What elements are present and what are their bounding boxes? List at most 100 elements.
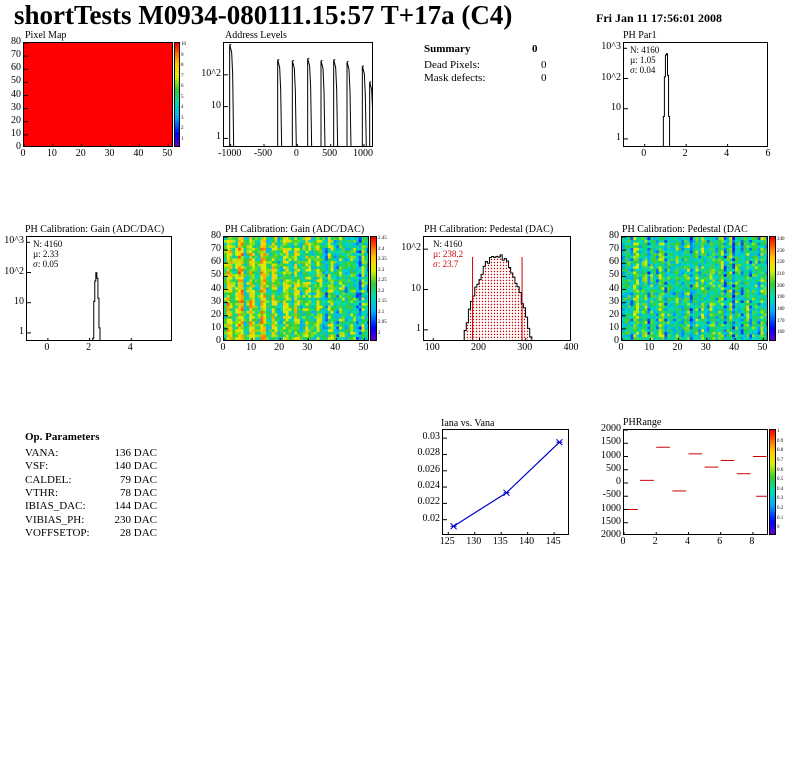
pedestal-map-cell	[726, 281, 730, 285]
iana-vana-y-tick: 0.024	[417, 480, 441, 492]
pedestal-map-cell	[681, 284, 685, 288]
pedestal-map-cell	[687, 323, 691, 327]
gain-map-cell	[235, 258, 239, 262]
pedestal-map-cell	[763, 268, 767, 272]
gain-map-cell	[282, 313, 287, 317]
pedestal-map-cell	[658, 323, 662, 327]
gain-map-cell	[353, 294, 357, 298]
pedestal-map-cell	[760, 281, 764, 285]
address-levels-peak	[278, 59, 280, 61]
pedestal-map-cell	[641, 273, 646, 277]
gain-map-cell	[355, 276, 360, 280]
gain-map-cell	[316, 321, 320, 325]
gain-map-cell	[327, 292, 332, 296]
gain-map-cell	[313, 331, 318, 335]
gain-map-cell	[254, 326, 259, 330]
gain-map-cell	[336, 260, 340, 264]
pedestal-map-cell	[644, 284, 648, 288]
pedestal-map-cell	[633, 247, 637, 251]
gain-map-cell	[361, 328, 365, 332]
pedestal-map-cell	[641, 321, 646, 325]
pedestal-map-cell	[661, 244, 665, 248]
pedestal-map-cell	[624, 242, 629, 246]
gain-map-cell	[238, 300, 242, 304]
gain-map-cell	[243, 315, 247, 319]
pedestal-map-cell	[681, 252, 685, 256]
gain-map-cell	[246, 263, 250, 267]
pedestal-map-cell	[684, 315, 688, 319]
gain-map-cell	[238, 260, 242, 264]
pedestal-map-cell	[653, 250, 657, 254]
gain-map-cell	[226, 326, 231, 330]
gain-map-cell	[302, 284, 306, 288]
gain-map-cell	[266, 328, 270, 332]
pedestal-map-cell	[664, 313, 668, 317]
gain-map-cell	[277, 331, 281, 335]
pedestal-map-cell	[723, 289, 727, 293]
gain-map-cell	[344, 336, 348, 340]
gain-map-cell	[277, 279, 281, 283]
pedestal-map-cell	[624, 276, 629, 280]
gain-map-cell	[285, 271, 289, 275]
pixel-map-palette-tick: 4	[181, 105, 184, 110]
gain-map-palette	[370, 236, 377, 341]
gain-map-cell	[238, 279, 242, 283]
gain-map-cell	[271, 239, 275, 243]
gain-map-cell	[311, 239, 315, 243]
iana-vana-y-tick: 0.022	[417, 496, 441, 508]
gain-map-cell	[350, 250, 354, 254]
gain-map-cell	[294, 242, 298, 246]
pedestal-map-cell	[638, 323, 643, 327]
pedestal-map-cell	[720, 307, 725, 311]
gain-map-cell	[280, 281, 284, 285]
gain-map-cell	[350, 307, 354, 311]
ph-range-palette-tick: 0.1	[777, 515, 784, 521]
pedestal-map-cell	[675, 242, 679, 246]
pixel-map-palette-tick: 10	[181, 42, 186, 47]
gain-map-cell	[330, 302, 334, 306]
pedestal-map-cell	[627, 302, 631, 306]
gain-map-cell	[364, 239, 368, 243]
pedestal-map-cell	[743, 247, 747, 251]
pedestal-map-cell	[752, 313, 756, 317]
pedestal-map-cell	[650, 328, 654, 332]
gain-map-cell	[319, 307, 323, 311]
gain-map-cell	[325, 297, 329, 301]
pedestal-map-cell	[732, 247, 736, 251]
pixel-map-palette-band	[174, 92, 180, 95]
pedestal-map-cell	[655, 273, 660, 277]
gain-map-cell	[299, 263, 304, 267]
pedestal-map-cell	[752, 286, 756, 290]
pedestal-map-cell	[757, 255, 761, 259]
gain-map-cell	[224, 297, 228, 301]
pedestal-hist-svg	[424, 248, 533, 340]
gain-map-cell	[350, 310, 354, 314]
gain-map-cell	[266, 294, 270, 298]
gain-map-cell	[339, 292, 343, 296]
gain-map-cell	[243, 263, 247, 267]
pedestal-map-cell	[703, 268, 708, 272]
gain-map-cell	[282, 252, 287, 256]
gain-map-cell	[291, 307, 295, 311]
ph-par1-x-tick: 0	[641, 148, 647, 159]
gain-map-cell	[347, 244, 351, 248]
gain-map-cell	[311, 273, 315, 277]
pedestal-map-cell	[726, 273, 730, 277]
pixel-map-x-tick: 30	[104, 148, 115, 159]
gain-map-cell	[316, 289, 320, 293]
pedestal-map-cell	[749, 331, 753, 335]
pedestal-map-cell	[633, 250, 637, 254]
gain-map-cell	[325, 294, 329, 298]
pedestal-map-cell	[763, 265, 767, 269]
pedestal-map-cell	[655, 279, 660, 283]
gain-map-cell	[336, 326, 340, 330]
ph-range-y-tick: 1500	[601, 515, 621, 527]
gain-map-cell	[358, 268, 362, 272]
gain-map-cell	[226, 310, 231, 314]
pedestal-map-cell	[752, 237, 756, 241]
gain-map-cell	[308, 331, 312, 335]
gain-map-cell	[263, 265, 267, 269]
pedestal-map-cell	[746, 313, 750, 317]
pedestal-map-cell	[641, 263, 646, 267]
gain-map-cell	[322, 265, 326, 269]
